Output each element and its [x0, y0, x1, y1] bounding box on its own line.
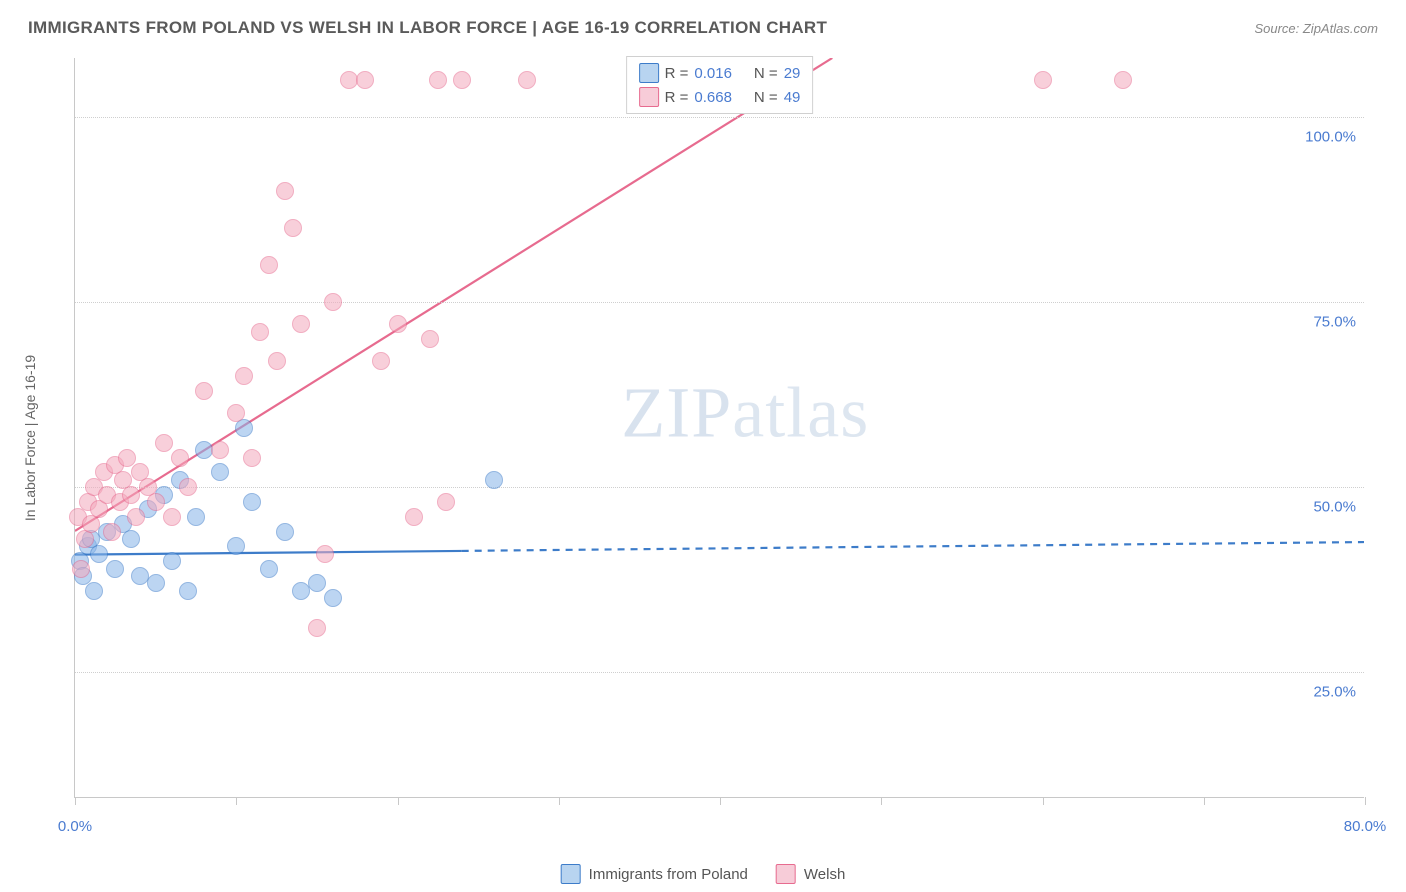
- data-point: [429, 71, 447, 89]
- x-tick: [75, 797, 76, 805]
- legend-row-pink: R = 0.668 N = 49: [639, 85, 801, 109]
- data-point: [372, 352, 390, 370]
- correlation-legend: R = 0.016 N = 29 R = 0.668 N = 49: [626, 56, 814, 114]
- data-point: [316, 545, 334, 563]
- data-point: [171, 449, 189, 467]
- x-tick: [881, 797, 882, 805]
- data-point: [235, 367, 253, 385]
- data-point: [518, 71, 536, 89]
- legend-n-blue: 29: [784, 65, 801, 82]
- y-axis-label: In Labor Force | Age 16-19: [22, 355, 38, 521]
- legend-r-label: R =: [665, 65, 689, 82]
- data-point: [243, 449, 261, 467]
- x-tick: [1043, 797, 1044, 805]
- gridline: [75, 487, 1364, 488]
- legend-r-label: R =: [665, 89, 689, 106]
- legend-swatch-icon: [776, 864, 796, 884]
- data-point: [85, 582, 103, 600]
- data-point: [227, 404, 245, 422]
- data-point: [276, 182, 294, 200]
- data-point: [227, 537, 245, 555]
- legend-item-poland: Immigrants from Poland: [561, 864, 748, 884]
- data-point: [195, 382, 213, 400]
- data-point: [485, 471, 503, 489]
- legend-item-welsh: Welsh: [776, 864, 845, 884]
- data-point: [106, 560, 124, 578]
- data-point: [179, 478, 197, 496]
- watermark-bold: ZIP: [621, 372, 732, 452]
- data-point: [437, 493, 455, 511]
- data-point: [453, 71, 471, 89]
- data-point: [103, 523, 121, 541]
- data-point: [308, 574, 326, 592]
- data-point: [211, 441, 229, 459]
- plot-area: ZIPatlas R = 0.016 N = 29 R = 0.668 N = …: [74, 58, 1364, 798]
- data-point: [163, 552, 181, 570]
- chart-container: In Labor Force | Age 16-19 ZIPatlas R = …: [44, 58, 1384, 818]
- data-point: [127, 508, 145, 526]
- legend-label: Immigrants from Poland: [589, 866, 748, 883]
- x-tick: [398, 797, 399, 805]
- data-point: [179, 582, 197, 600]
- source-attribution: Source: ZipAtlas.com: [1254, 21, 1378, 36]
- x-tick-label: 80.0%: [1344, 818, 1387, 835]
- gridline: [75, 302, 1364, 303]
- data-point: [251, 323, 269, 341]
- legend-n-label: N =: [754, 89, 778, 106]
- y-tick-label: 75.0%: [1313, 314, 1356, 331]
- data-point: [356, 71, 374, 89]
- legend-swatch-pink: [639, 87, 659, 107]
- data-point: [421, 330, 439, 348]
- y-tick-label: 25.0%: [1313, 684, 1356, 701]
- data-point: [1034, 71, 1052, 89]
- data-point: [211, 463, 229, 481]
- trendlines-svg: [75, 58, 1364, 797]
- x-tick: [236, 797, 237, 805]
- x-tick: [559, 797, 560, 805]
- legend-swatch-icon: [561, 864, 581, 884]
- data-point: [118, 449, 136, 467]
- legend-r-blue: 0.016: [694, 65, 732, 82]
- x-tick-label: 0.0%: [58, 818, 92, 835]
- data-point: [90, 545, 108, 563]
- legend-row-blue: R = 0.016 N = 29: [639, 61, 801, 85]
- legend-n-pink: 49: [784, 89, 801, 106]
- data-point: [284, 219, 302, 237]
- series-legend: Immigrants from Poland Welsh: [561, 864, 846, 884]
- data-point: [147, 493, 165, 511]
- x-tick: [720, 797, 721, 805]
- data-point: [405, 508, 423, 526]
- data-point: [268, 352, 286, 370]
- legend-swatch-blue: [639, 63, 659, 83]
- data-point: [72, 560, 90, 578]
- data-point: [260, 560, 278, 578]
- y-tick-label: 100.0%: [1305, 129, 1356, 146]
- data-point: [163, 508, 181, 526]
- data-point: [324, 589, 342, 607]
- data-point: [147, 574, 165, 592]
- data-point: [155, 434, 173, 452]
- legend-label: Welsh: [804, 866, 845, 883]
- data-point: [260, 256, 278, 274]
- chart-header: IMMIGRANTS FROM POLAND VS WELSH IN LABOR…: [0, 0, 1406, 48]
- chart-title: IMMIGRANTS FROM POLAND VS WELSH IN LABOR…: [28, 18, 827, 38]
- data-point: [276, 523, 294, 541]
- data-point: [1114, 71, 1132, 89]
- x-tick: [1365, 797, 1366, 805]
- watermark: ZIPatlas: [621, 371, 869, 454]
- data-point: [187, 508, 205, 526]
- data-point: [324, 293, 342, 311]
- gridline: [75, 117, 1364, 118]
- x-tick: [1204, 797, 1205, 805]
- legend-r-pink: 0.668: [694, 89, 732, 106]
- data-point: [243, 493, 261, 511]
- data-point: [308, 619, 326, 637]
- watermark-thin: atlas: [732, 372, 869, 452]
- legend-n-label: N =: [754, 65, 778, 82]
- data-point: [122, 530, 140, 548]
- data-point: [389, 315, 407, 333]
- gridline: [75, 672, 1364, 673]
- y-tick-label: 50.0%: [1313, 499, 1356, 516]
- data-point: [292, 315, 310, 333]
